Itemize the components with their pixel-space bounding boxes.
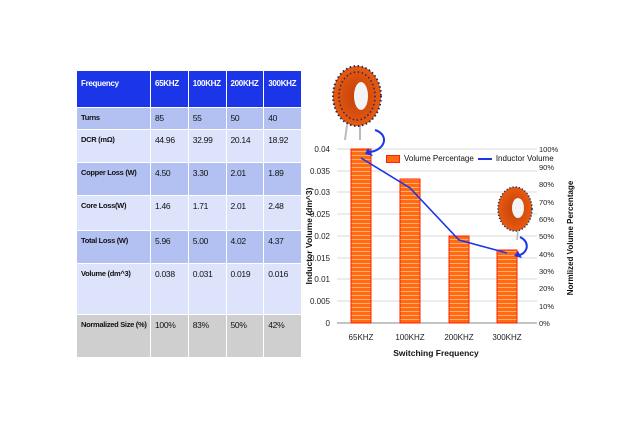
table-cell: 18.92 — [263, 129, 302, 163]
line-series-inductor-volume — [360, 157, 508, 254]
bar-200khz — [448, 235, 470, 324]
table-cell: 2.48 — [263, 195, 302, 231]
table-cell: 20.14 — [225, 129, 265, 163]
svg-text:300KHZ: 300KHZ — [492, 333, 521, 342]
table-cell: 0.038 — [150, 263, 189, 315]
table-cell: 50% — [225, 314, 265, 358]
table-cell: 40 — [263, 107, 302, 130]
bar-65khz — [350, 148, 372, 324]
svg-text:100%: 100% — [539, 145, 559, 154]
table-row: Normalized Size (%) 100% 83% 50% 42% — [76, 314, 302, 358]
x-axis-ticks: 65KHZ 100KHZ 200KHZ 300KHZ — [349, 333, 522, 342]
table-header-row: Frequency 65KHZ 100KHZ 200KHZ 300KHZ — [76, 70, 302, 108]
row-label: Normalized Size (%) — [76, 314, 151, 358]
arrow-to-300khz — [519, 236, 528, 256]
inductor-comparison-table: Frequency 65KHZ 100KHZ 200KHZ 300KHZ Tur… — [76, 70, 302, 358]
arrow-to-65khz — [369, 129, 385, 153]
table-cell: 83% — [187, 314, 227, 358]
svg-text:200KHZ: 200KHZ — [444, 333, 473, 342]
left-axis-ticks: 0.04 0.035 0.03 0.025 0.02 0.015 0.01 0.… — [310, 145, 331, 328]
table-cell: 3.30 — [187, 162, 227, 196]
svg-text:0.025: 0.025 — [310, 210, 331, 219]
svg-text:30%: 30% — [539, 267, 554, 276]
row-label: Copper Loss (W) — [76, 162, 151, 196]
svg-text:0.005: 0.005 — [310, 297, 331, 306]
bar-series-volume-percentage — [350, 148, 518, 324]
table-cell: 100% — [150, 314, 189, 358]
chart-legend: Volume Percentage Inductor Volume — [386, 154, 554, 163]
table-cell: 2.01 — [225, 162, 265, 196]
svg-text:0.01: 0.01 — [314, 275, 330, 284]
table-cell: 0.031 — [187, 263, 227, 315]
header-cell: Frequency — [76, 70, 151, 108]
svg-text:20%: 20% — [539, 284, 554, 293]
table-cell: 4.37 — [263, 230, 302, 264]
svg-text:90%: 90% — [539, 163, 554, 172]
svg-text:0.02: 0.02 — [314, 232, 330, 241]
svg-text:40%: 40% — [539, 250, 554, 259]
x-axis-title: Switching Frequency — [393, 348, 479, 358]
svg-text:50%: 50% — [539, 232, 554, 241]
table-row: DCR (mΩ) 44.96 32.99 20.14 18.92 — [76, 129, 302, 163]
table-cell: 4.50 — [150, 162, 189, 196]
svg-text:10%: 10% — [539, 302, 554, 311]
legend-bar-swatch — [386, 154, 400, 163]
svg-text:0: 0 — [326, 319, 331, 328]
table-cell: 50 — [225, 107, 265, 130]
large-toroid-inductor-image — [332, 65, 382, 141]
svg-text:0%: 0% — [539, 319, 550, 328]
svg-text:0.015: 0.015 — [310, 254, 331, 263]
table-cell: 0.019 — [225, 263, 265, 315]
header-cell: 300KHZ — [263, 70, 302, 108]
table-cell: 1.46 — [150, 195, 189, 231]
table-cell: 1.89 — [263, 162, 302, 196]
legend-bar-label: Volume Percentage — [404, 154, 474, 163]
legend-line-label: Inductor Volume — [495, 154, 554, 163]
table-cell: 1.71 — [187, 195, 227, 231]
row-label: DCR (mΩ) — [76, 129, 151, 163]
svg-text:60%: 60% — [539, 215, 554, 224]
svg-text:80%: 80% — [539, 180, 554, 189]
table-row: Core Loss(W) 1.46 1.71 2.01 2.48 — [76, 195, 302, 231]
legend-line-swatch — [477, 157, 492, 160]
svg-text:100KHZ: 100KHZ — [395, 333, 424, 342]
svg-text:0.03: 0.03 — [314, 188, 330, 197]
bar-100khz — [399, 178, 421, 324]
header-cell: 200KHZ — [225, 70, 265, 108]
table-cell: 42% — [263, 314, 302, 358]
table-row: Copper Loss (W) 4.50 3.30 2.01 1.89 — [76, 162, 302, 196]
row-label: Core Loss(W) — [76, 195, 151, 231]
y2-axis-title: Normlized Volume Percentage — [566, 180, 575, 295]
svg-text:0.04: 0.04 — [314, 145, 330, 154]
small-toroid-inductor-image — [497, 186, 533, 241]
header-cell: 100KHZ — [187, 70, 227, 108]
svg-text:65KHZ: 65KHZ — [349, 333, 374, 342]
table-cell: 32.99 — [187, 129, 227, 163]
svg-text:0.035: 0.035 — [310, 167, 331, 176]
right-axis-ticks: 100% 90% 80% 70% 60% 50% 40% 30% 20% 10%… — [539, 145, 559, 328]
svg-text:70%: 70% — [539, 198, 554, 207]
table-cell: 2.01 — [225, 195, 265, 231]
bar-300khz — [496, 249, 518, 324]
y-axis-title: Inductor Volume (dm^3) — [304, 187, 314, 284]
